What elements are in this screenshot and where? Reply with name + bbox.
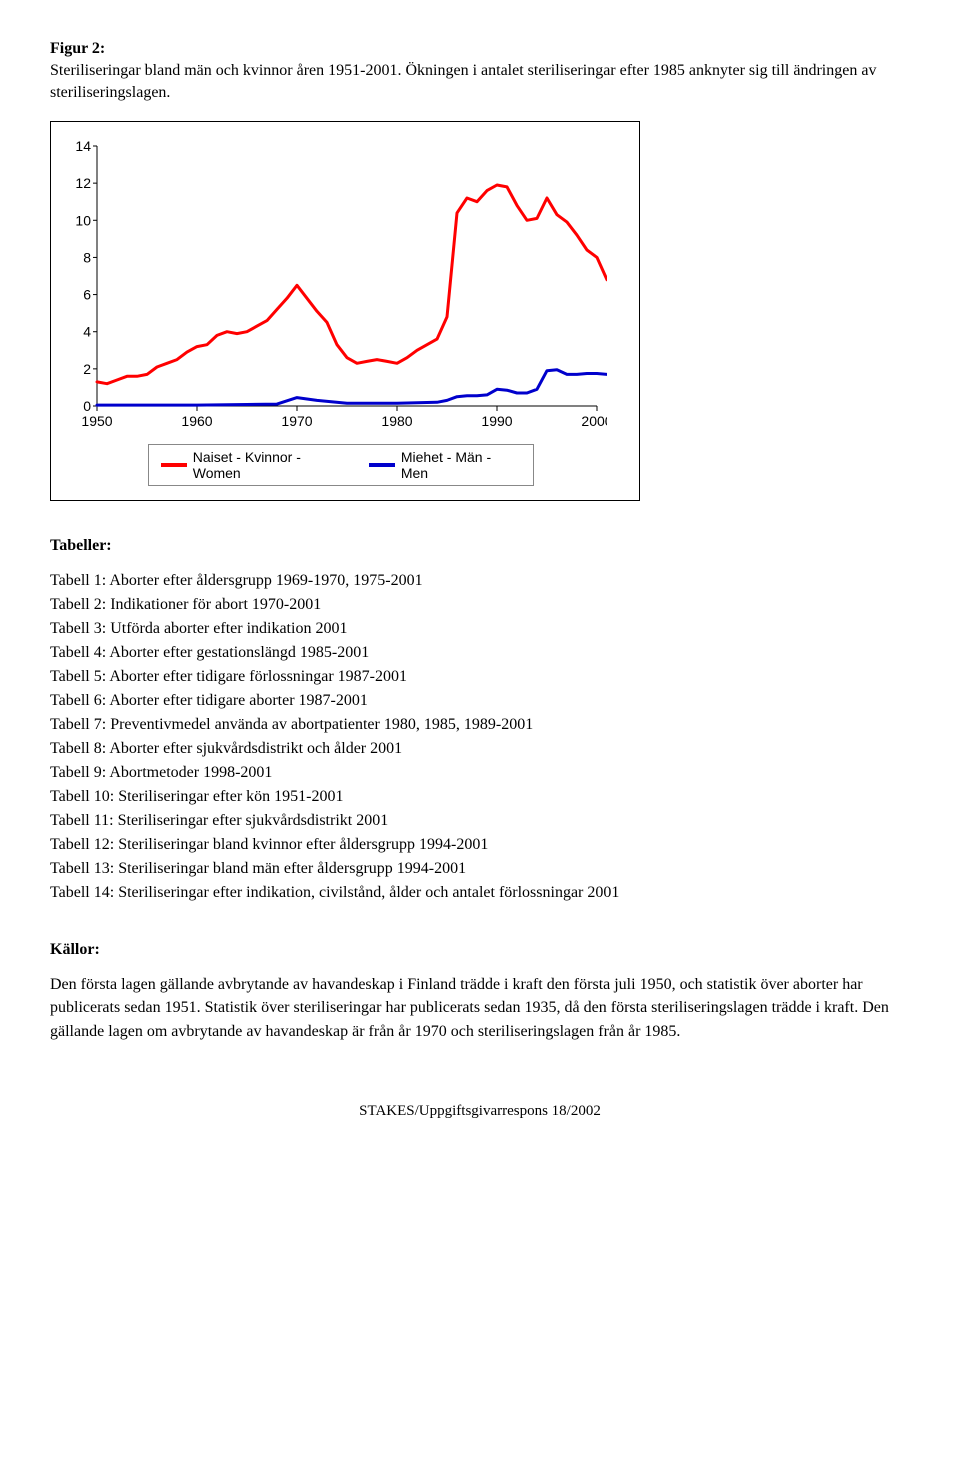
table-entry: Tabell 5: Aborter efter tidigare förloss… xyxy=(50,665,910,689)
svg-text:0: 0 xyxy=(83,398,91,414)
svg-text:1970: 1970 xyxy=(281,413,312,429)
svg-text:2000: 2000 xyxy=(581,413,607,429)
figure-label: Figur 2: xyxy=(50,40,910,58)
legend-swatch xyxy=(369,463,395,467)
legend-swatch xyxy=(161,463,187,467)
table-entry: Tabell 10: Steriliseringar efter kön 195… xyxy=(50,785,910,809)
table-entry: Tabell 2: Indikationer för abort 1970-20… xyxy=(50,593,910,617)
table-entry: Tabell 9: Abortmetoder 1998-2001 xyxy=(50,761,910,785)
chart-container: 0 2 4 6 8 10 12 14 1950 1960 1970 1980 1990 2000 Nais… xyxy=(50,121,640,501)
svg-text:4: 4 xyxy=(83,324,91,340)
svg-text:1980: 1980 xyxy=(381,413,412,429)
table-entry: Tabell 1: Aborter efter åldersgrupp 1969… xyxy=(50,569,910,593)
svg-text:10: 10 xyxy=(75,212,91,228)
legend-label: Naiset - Kvinnor - Women xyxy=(193,449,351,481)
svg-text:2: 2 xyxy=(83,361,91,377)
sources-body: Den första lagen gällande avbrytande av … xyxy=(50,973,910,1043)
table-entry: Tabell 8: Aborter efter sjukvårdsdistrik… xyxy=(50,737,910,761)
tables-heading: Tabeller: xyxy=(50,537,910,555)
legend-label: Miehet - Män - Men xyxy=(401,449,521,481)
page-footer: STAKES/Uppgiftsgivarrespons 18/2002 xyxy=(50,1103,910,1120)
figure-caption: Steriliseringar bland män och kvinnor år… xyxy=(50,60,910,103)
tables-list: Tabell 1: Aborter efter åldersgrupp 1969… xyxy=(50,569,910,905)
line-chart: 0 2 4 6 8 10 12 14 1950 1960 1970 1980 1990 2000 xyxy=(61,140,607,434)
svg-text:8: 8 xyxy=(83,250,91,266)
chart-legend: Naiset - Kvinnor - Women Miehet - Män - … xyxy=(148,444,534,486)
svg-text:1950: 1950 xyxy=(81,413,112,429)
legend-item-women: Naiset - Kvinnor - Women xyxy=(161,449,351,481)
svg-text:1990: 1990 xyxy=(481,413,512,429)
table-entry: Tabell 4: Aborter efter gestationslängd … xyxy=(50,641,910,665)
svg-text:1960: 1960 xyxy=(181,413,212,429)
table-entry: Tabell 11: Steriliseringar efter sjukvår… xyxy=(50,809,910,833)
svg-text:14: 14 xyxy=(75,140,91,154)
table-entry: Tabell 14: Steriliseringar efter indikat… xyxy=(50,881,910,905)
svg-text:12: 12 xyxy=(75,175,91,191)
table-entry: Tabell 6: Aborter efter tidigare aborter… xyxy=(50,689,910,713)
table-entry: Tabell 13: Steriliseringar bland män eft… xyxy=(50,857,910,881)
table-entry: Tabell 3: Utförda aborter efter indikati… xyxy=(50,617,910,641)
legend-item-men: Miehet - Män - Men xyxy=(369,449,521,481)
table-entry: Tabell 7: Preventivmedel använda av abor… xyxy=(50,713,910,737)
sources-heading: Källor: xyxy=(50,941,910,959)
svg-text:6: 6 xyxy=(83,287,91,303)
table-entry: Tabell 12: Steriliseringar bland kvinnor… xyxy=(50,833,910,857)
